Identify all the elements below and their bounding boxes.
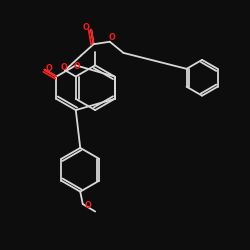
Text: O: O [84, 201, 91, 210]
Text: O: O [109, 33, 116, 42]
Text: O: O [83, 23, 89, 32]
Text: O: O [46, 64, 52, 74]
Text: O: O [60, 63, 67, 72]
Text: O: O [74, 62, 80, 71]
